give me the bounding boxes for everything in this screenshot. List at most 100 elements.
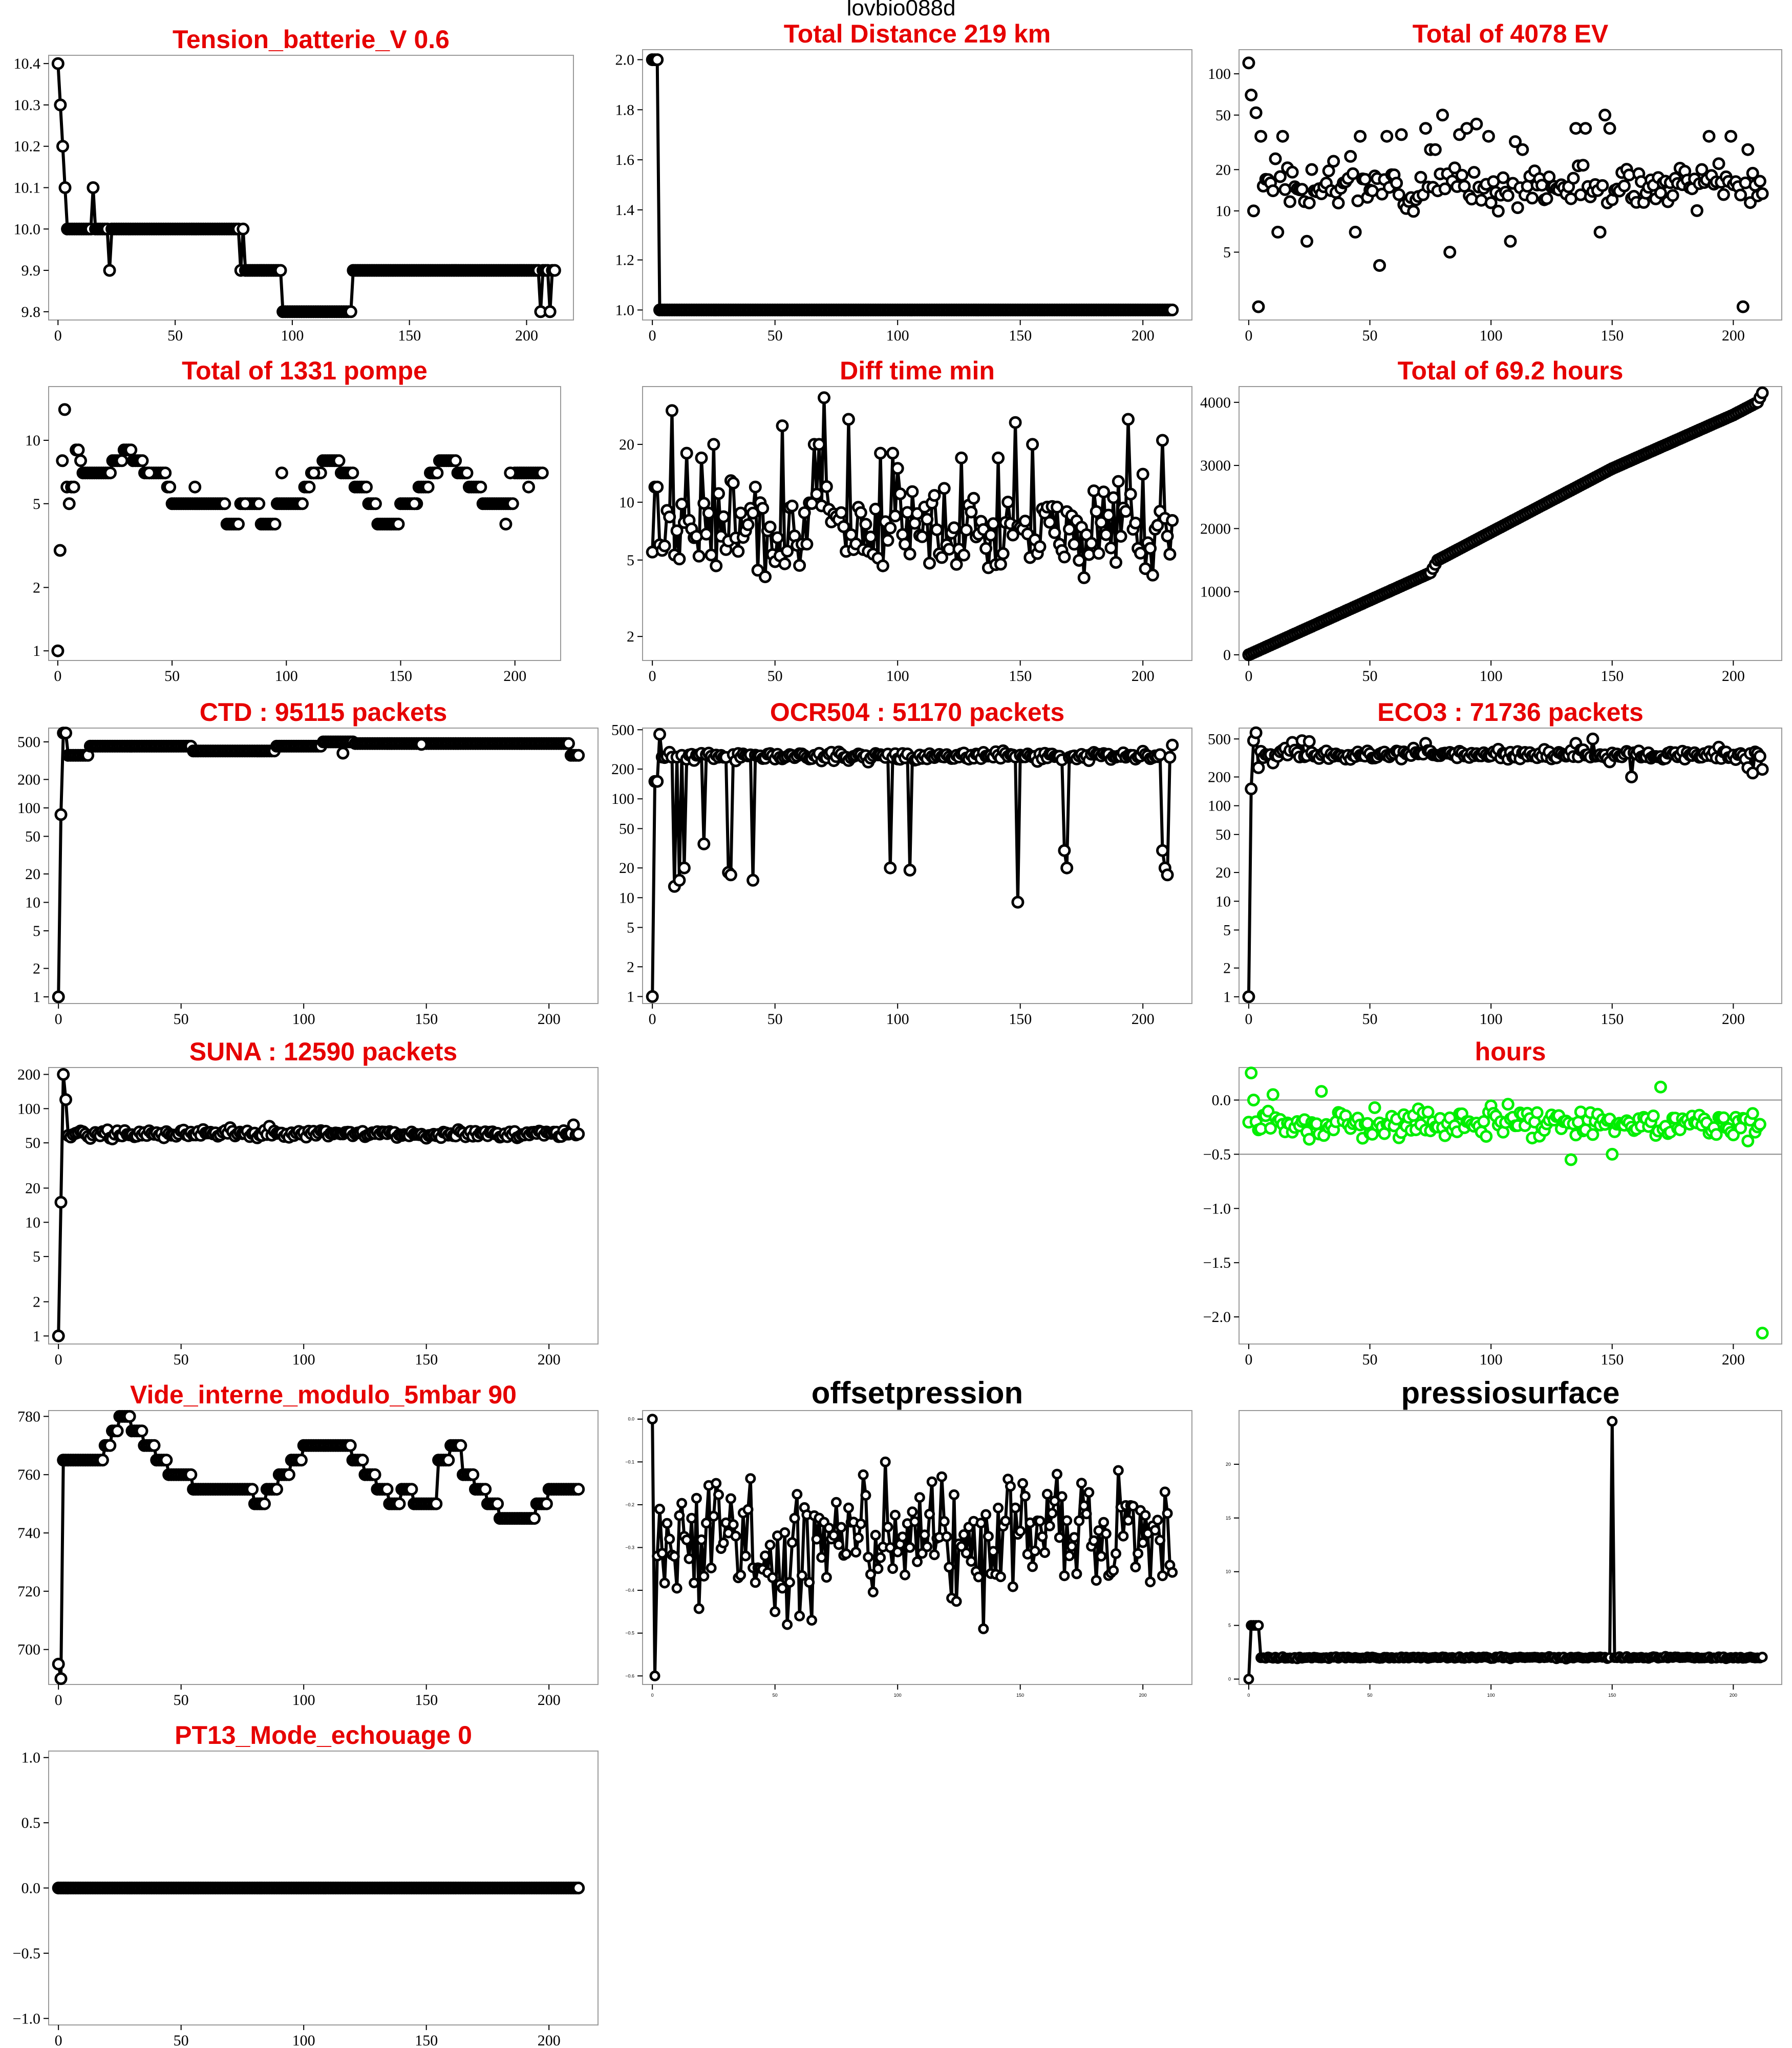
data-point	[1152, 1514, 1163, 1526]
data-point	[1159, 1486, 1170, 1498]
data-point	[1596, 179, 1609, 192]
data-point	[1047, 1508, 1058, 1519]
data-point	[1455, 168, 1468, 182]
y-tick-label: 5	[33, 496, 40, 513]
data-point	[282, 1468, 295, 1481]
data-point	[816, 1552, 827, 1563]
data-point	[882, 1521, 893, 1532]
x-tick-label: 0	[651, 1693, 654, 1698]
data-point	[1332, 197, 1345, 209]
data-point	[700, 527, 713, 541]
data-point	[1567, 172, 1580, 185]
data-point	[706, 1563, 717, 1573]
data-point	[742, 1504, 754, 1515]
data-point	[160, 1454, 173, 1467]
data-point	[1005, 1481, 1016, 1492]
x-tick-label: 150	[1009, 1011, 1032, 1028]
x-tick-label: 150	[415, 1351, 438, 1368]
data-point	[408, 497, 421, 510]
data-point	[1540, 192, 1553, 205]
data-point	[717, 510, 730, 523]
x-tick-label: 0	[649, 327, 656, 344]
y-tick-label: −0.6	[625, 1673, 634, 1678]
data-point	[935, 551, 948, 564]
data-point	[62, 497, 76, 510]
x-tick-label: 0	[1245, 1011, 1252, 1028]
data-point	[1151, 519, 1164, 532]
data-point	[785, 499, 799, 513]
data-point	[1136, 467, 1149, 481]
chart-title: Total of 4078 EV	[1413, 19, 1609, 48]
data-point	[1243, 1674, 1254, 1684]
data-point	[103, 1439, 117, 1452]
data-point	[1137, 1537, 1148, 1548]
data-point	[1161, 529, 1174, 543]
data-point	[979, 542, 993, 555]
data-point	[57, 1068, 70, 1081]
data-point	[548, 264, 561, 277]
chart-ocr: OCR504 : 51170 packets125102050100200500…	[611, 698, 1192, 1028]
y-tick-label: 10	[1215, 893, 1231, 910]
plot-frame	[1239, 386, 1782, 661]
data-point	[296, 497, 309, 510]
y-tick-label: 1	[33, 1328, 40, 1345]
data-point	[684, 1553, 695, 1564]
x-tick-label: 150	[1601, 1351, 1624, 1368]
data-point	[1448, 161, 1461, 175]
data-point	[837, 520, 850, 534]
data-point	[136, 454, 149, 467]
data-point	[1000, 1516, 1011, 1527]
data-point	[897, 1531, 908, 1543]
y-tick-label: 15	[1226, 1516, 1231, 1521]
data-point	[938, 1516, 950, 1527]
x-tick-label: 50	[164, 668, 180, 685]
data-point	[115, 454, 129, 467]
data-point	[572, 1127, 585, 1141]
y-tick-label: 1	[33, 989, 40, 1006]
y-tick-label: 100	[17, 1100, 40, 1117]
x-tick-label: 200	[503, 668, 526, 685]
data-point	[792, 1489, 803, 1500]
x-tick-label: 200	[1132, 668, 1155, 685]
data-point	[1017, 1478, 1028, 1489]
data-point	[1327, 155, 1340, 168]
data-point	[142, 466, 156, 480]
x-tick-label: 150	[415, 1692, 438, 1709]
y-tick-label: 50	[1215, 107, 1231, 124]
data-point	[562, 737, 575, 750]
y-tick-label: 2	[33, 579, 40, 596]
data-point	[830, 1497, 842, 1508]
data-point	[52, 1657, 65, 1671]
data-point	[904, 1542, 915, 1553]
y-tick-label: 760	[17, 1466, 40, 1483]
data-point	[1368, 1101, 1381, 1114]
data-point	[491, 1497, 504, 1510]
data-point	[1108, 1565, 1119, 1576]
data-point	[1091, 1575, 1102, 1586]
x-tick-label: 50	[1362, 668, 1378, 685]
data-point	[923, 557, 936, 570]
data-point	[870, 1529, 881, 1541]
y-tick-label: 10.1	[14, 180, 41, 197]
y-tick-label: 0.0	[22, 1880, 41, 1897]
y-tick-label: 1.8	[615, 101, 635, 118]
data-point	[1593, 225, 1607, 239]
x-tick-label: 150	[1601, 327, 1624, 344]
data-point	[1099, 528, 1113, 541]
data-point	[669, 1551, 680, 1562]
data-point	[692, 549, 706, 563]
data-point	[1085, 537, 1098, 550]
data-point	[1579, 122, 1592, 135]
y-tick-label: 50	[25, 828, 40, 845]
data-point	[1140, 1510, 1151, 1521]
data-point	[1162, 1508, 1173, 1519]
data-point	[1576, 159, 1590, 172]
data-point	[903, 864, 916, 877]
data-point	[800, 538, 814, 551]
data-point	[675, 498, 689, 511]
data-point	[666, 404, 678, 417]
y-tick-label: 2	[1223, 960, 1231, 977]
x-tick-label: 200	[515, 327, 538, 344]
y-tick-label: 1000	[1200, 584, 1231, 601]
data-point	[1056, 1491, 1068, 1502]
